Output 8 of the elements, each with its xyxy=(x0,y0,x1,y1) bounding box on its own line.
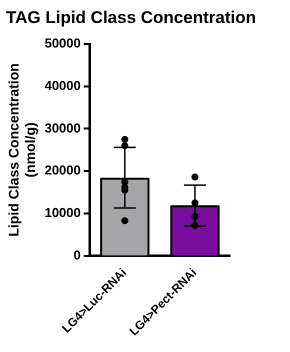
y-tick-label: 40000 xyxy=(44,78,81,93)
chart-title: TAG Lipid Class Concentration xyxy=(6,8,256,28)
y-tick-label: 20000 xyxy=(44,162,81,178)
y-tick-label: 0 xyxy=(74,247,81,262)
y-tick-label: 50000 xyxy=(44,36,81,51)
y-tick-label: 10000 xyxy=(44,205,81,220)
y-tick-label: 30000 xyxy=(44,120,81,136)
y-axis-title: Lipid Class Concentration (nmol/g) xyxy=(5,63,38,237)
